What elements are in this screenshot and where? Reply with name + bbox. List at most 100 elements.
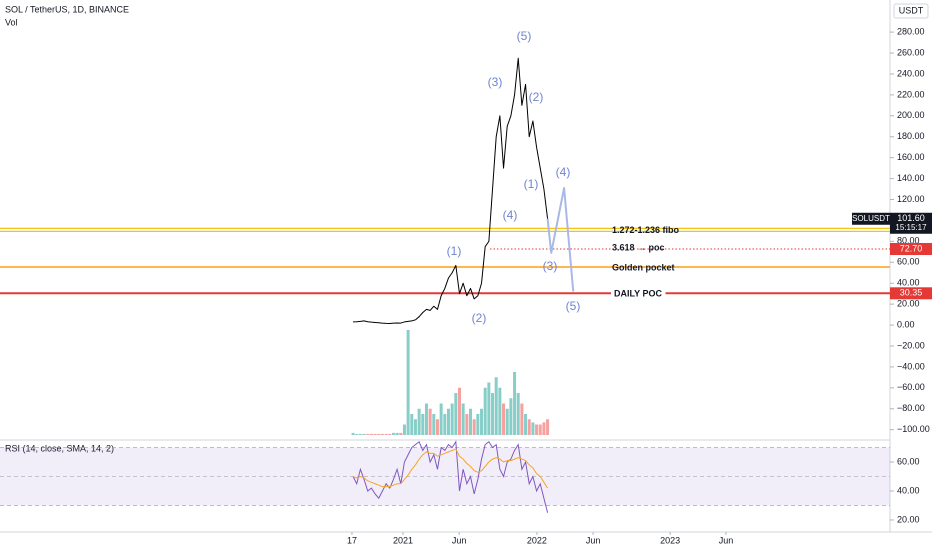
volume-bar — [443, 414, 447, 435]
chart-title: SOL / TetherUS, 1D, BINANCE — [5, 4, 129, 14]
volume-bar — [351, 432, 355, 435]
y-tick-label: −60.00 — [897, 382, 925, 392]
rsi-title: RSI (14, close, SMA, 14, 2) — [5, 443, 114, 453]
volume-bar — [476, 414, 480, 435]
volume-bar — [446, 408, 450, 435]
volume-bar — [380, 433, 384, 435]
x-tick-label: 17 — [347, 535, 357, 545]
volume-bar — [355, 433, 359, 435]
currency-box[interactable] — [893, 3, 929, 19]
volume-bar — [373, 433, 377, 435]
volume-bar — [358, 433, 362, 435]
y-tick-label: 20.00 — [897, 299, 920, 309]
volume-bar — [524, 414, 528, 435]
subtitle: Vol — [5, 17, 18, 27]
volume-bar — [505, 408, 509, 435]
y-tick-label: 80.00 — [897, 236, 920, 246]
y-tick-label: 60.00 — [897, 257, 920, 267]
volume-bar — [402, 424, 406, 435]
y-tick-label: −40.00 — [897, 361, 925, 371]
level-label-bg — [611, 287, 666, 300]
volume-bar — [483, 387, 487, 435]
volume-bar — [465, 414, 469, 435]
y-tick-label: 260.00 — [897, 47, 925, 57]
y-tick-label: 0.00 — [897, 319, 915, 329]
rsi-y-tick-label: 20.00 — [897, 514, 920, 524]
volume-bar — [509, 398, 513, 435]
wave-label: (3) — [543, 259, 558, 273]
x-tick-label: Jun — [452, 535, 467, 545]
last-price-label: 101.60 — [897, 213, 925, 223]
volume-bar — [487, 382, 491, 435]
x-tick-label: 2021 — [393, 535, 413, 545]
level-label: Golden pocket — [612, 262, 675, 272]
x-tick-label: 2022 — [527, 535, 547, 545]
volume-bar — [421, 414, 425, 435]
volume-bar — [439, 403, 443, 435]
volume-bar — [542, 422, 546, 435]
volume-bar — [406, 330, 410, 435]
x-tick-label: 2023 — [660, 535, 680, 545]
last-price-tag — [890, 212, 932, 234]
volume-bar — [494, 377, 498, 435]
volume-bar — [366, 433, 370, 435]
volume-bar — [432, 414, 436, 435]
wave-label: (4) — [503, 208, 518, 222]
currency[interactable]: USDT — [899, 5, 924, 15]
price-line — [353, 57, 549, 324]
volume-bar — [362, 433, 366, 435]
volume-bar — [469, 408, 473, 435]
volume-bar — [391, 432, 395, 435]
volume-bar — [513, 372, 517, 435]
wave-label: (2) — [472, 311, 487, 325]
volume-bar — [450, 403, 454, 435]
volume-bar — [472, 419, 476, 435]
volume-bar — [516, 393, 520, 435]
volume-bar — [546, 419, 550, 435]
y-tick-label: 40.00 — [897, 278, 920, 288]
y-tick-label: −80.00 — [897, 403, 925, 413]
wave-label: (2) — [529, 90, 544, 104]
volume-bar — [527, 419, 531, 435]
volume-bar — [424, 403, 428, 435]
volume-bar — [388, 433, 392, 435]
volume-bar — [410, 414, 414, 435]
level-label: DAILY POC — [614, 289, 663, 299]
countdown: 15:15:17 — [895, 223, 927, 232]
y-tick-label: 240.00 — [897, 68, 925, 78]
level-label: 1.272-1.236 fibo — [612, 225, 680, 235]
price-tag-label: 30.35 — [900, 288, 923, 298]
y-tick-label: −20.00 — [897, 340, 925, 350]
rsi-line — [352, 440, 549, 513]
symbol-tag — [852, 212, 890, 225]
volume-bar — [395, 432, 399, 435]
wave-label: (3) — [488, 75, 503, 89]
y-tick-label: 160.00 — [897, 152, 925, 162]
volume-bar — [461, 403, 465, 435]
y-tick-label: 280.00 — [897, 26, 925, 36]
volume-bar — [435, 419, 439, 435]
volume-bar — [531, 422, 535, 435]
price-tag — [890, 287, 932, 300]
rsi-y-tick-label: 40.00 — [897, 485, 920, 495]
volume-bar — [480, 408, 484, 435]
volume-bar — [520, 403, 524, 435]
volume-bar — [384, 433, 388, 435]
wave-label: (1) — [447, 244, 462, 258]
wave-label: (5) — [517, 29, 532, 43]
volume-bar — [399, 432, 403, 435]
y-tick-label: 180.00 — [897, 131, 925, 141]
y-tick-label: −100.00 — [897, 424, 930, 434]
volume-bar — [454, 393, 458, 435]
volume-bar — [498, 387, 502, 435]
y-tick-label: 220.00 — [897, 89, 925, 99]
volume-bar — [502, 403, 506, 435]
volume-bar — [377, 433, 381, 435]
y-tick-label: 140.00 — [897, 173, 925, 183]
projection-line — [546, 187, 575, 292]
y-tick-label: 200.00 — [897, 110, 925, 120]
volume-bar — [538, 424, 542, 435]
volume-bar — [457, 387, 461, 435]
